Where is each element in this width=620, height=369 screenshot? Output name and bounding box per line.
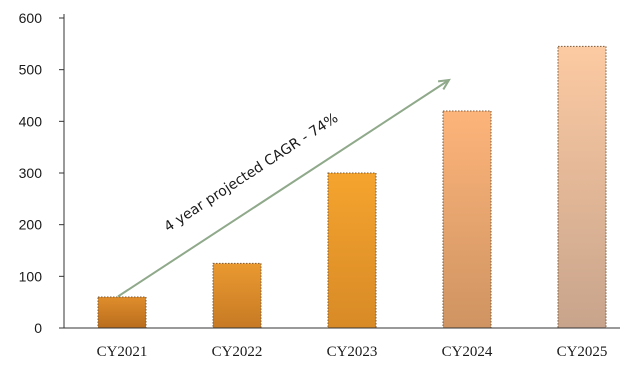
x-tick-label: CY2024 [442,344,493,360]
bars [97,45,607,329]
cagr-annotation: 4 year projected CAGR - 74% [117,78,451,298]
bar-cy2024 [442,110,492,329]
cagr-label: 4 year projected CAGR - 74% [161,110,341,235]
x-tick-label: CY2022 [212,344,263,360]
y-tick-label: 200 [19,217,43,233]
y-tick-label: 400 [19,113,43,129]
y-tick-label: 0 [34,320,42,336]
cagr-arrow [117,79,450,298]
bar-cy2023 [327,172,377,329]
bar-cy2021 [97,296,147,329]
x-axis: CY2021 CY2022 CY2023 CY2024 CY2025 [64,327,620,360]
x-tick-label: CY2021 [97,344,148,360]
x-tick-label: CY2025 [557,344,608,360]
y-tick-label: 300 [19,165,43,181]
y-axis: 0 100 200 300 400 500 600 [19,10,65,336]
bar-cy2022 [212,262,262,329]
cagr-arrow-head [437,78,451,90]
y-tick-label: 500 [19,62,43,78]
x-tick-label: CY2023 [327,344,378,360]
y-tick-label: 600 [19,10,43,26]
bar-cy2025 [557,45,607,329]
y-tick-label: 100 [19,268,43,284]
